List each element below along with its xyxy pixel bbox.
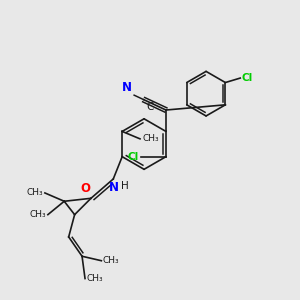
Text: C: C xyxy=(147,102,154,112)
Text: CH₃: CH₃ xyxy=(27,188,44,197)
Text: N: N xyxy=(122,81,132,94)
Text: N: N xyxy=(109,182,119,194)
Text: CH₃: CH₃ xyxy=(103,256,119,265)
Text: H: H xyxy=(121,182,128,191)
Text: CH₃: CH₃ xyxy=(142,134,159,143)
Text: CH₃: CH₃ xyxy=(86,274,103,283)
Text: Cl: Cl xyxy=(242,73,253,83)
Text: Cl: Cl xyxy=(128,152,139,162)
Text: O: O xyxy=(81,182,91,195)
Text: CH₃: CH₃ xyxy=(30,210,46,219)
